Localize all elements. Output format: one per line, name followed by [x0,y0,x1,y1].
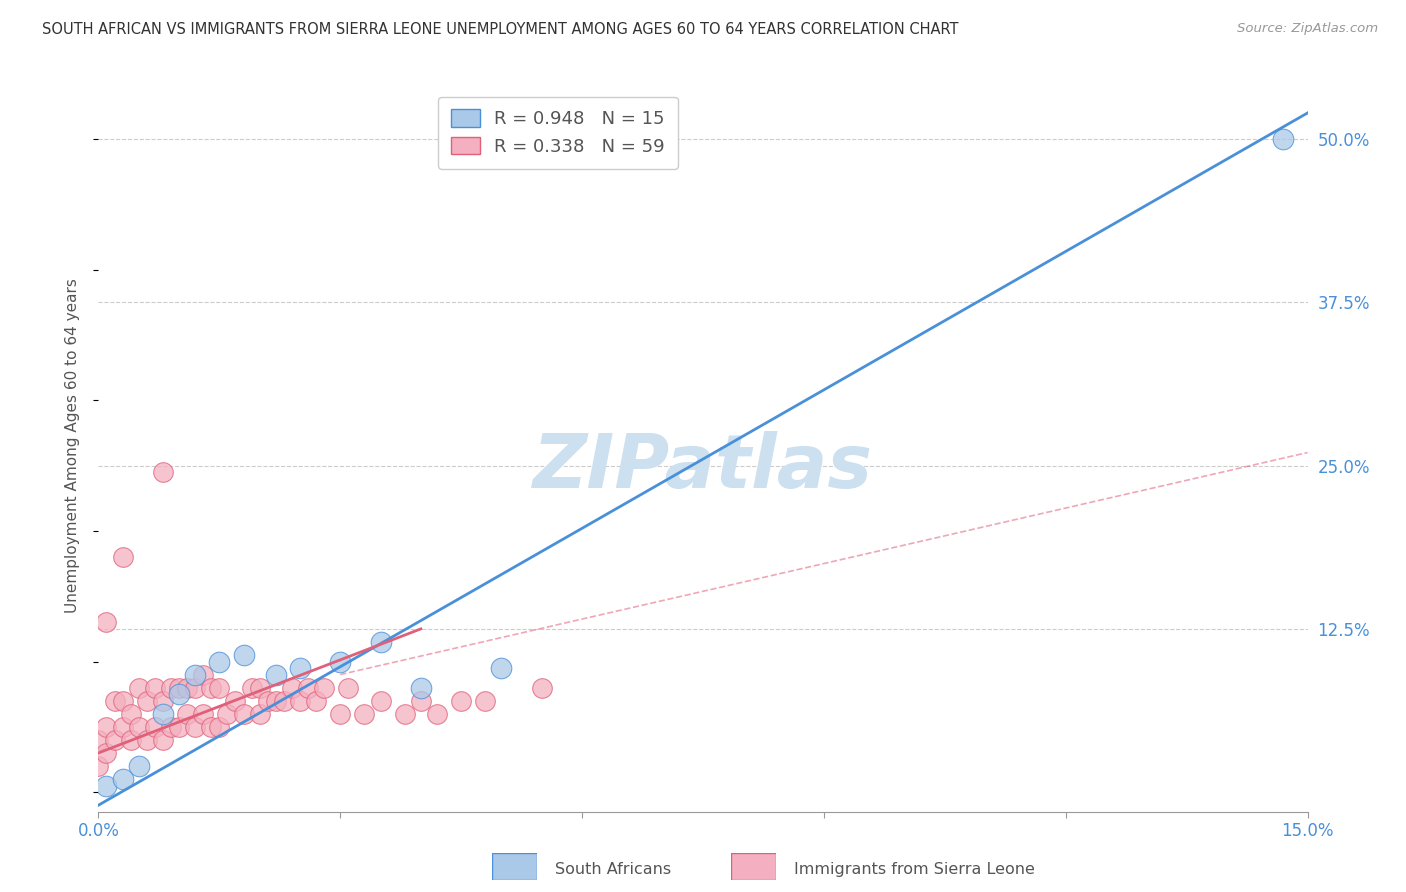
Point [184,720,207,734]
Point [200,720,222,734]
Point [128,720,150,734]
Point [184,667,207,681]
Point [240,681,263,695]
Point [167,681,190,695]
Text: Source: ZipAtlas.com: Source: ZipAtlas.com [1237,22,1378,36]
Point [264,667,287,681]
Point [353,706,375,721]
Point [409,681,432,695]
Point [208,681,231,695]
Point [249,706,271,721]
Point [491,661,513,675]
Point [152,465,174,479]
Point [143,681,166,695]
Point [281,681,304,695]
Point [152,732,174,747]
Point [297,681,319,695]
Point [184,681,207,695]
Point [128,759,150,773]
Point [103,732,125,747]
Point [370,635,392,649]
Point [208,655,231,669]
Point [120,732,142,747]
Point [176,706,198,721]
Point [111,694,134,708]
Legend: R = 0.948   N = 15, R = 0.338   N = 59: R = 0.948 N = 15, R = 0.338 N = 59 [439,96,678,169]
Point [264,694,287,708]
Point [96,615,118,630]
Text: South Africans: South Africans [555,863,672,877]
Point [288,694,311,708]
Point [1272,132,1295,146]
Point [96,720,118,734]
Point [87,732,110,747]
Y-axis label: Unemployment Among Ages 60 to 64 years: Unemployment Among Ages 60 to 64 years [65,278,80,614]
Point [426,706,449,721]
Point [111,549,134,564]
Point [128,681,150,695]
Point [152,706,174,721]
Point [96,779,118,793]
Point [160,681,183,695]
Point [305,694,328,708]
Point [120,706,142,721]
Point [167,687,190,701]
Text: SOUTH AFRICAN VS IMMIGRANTS FROM SIERRA LEONE UNEMPLOYMENT AMONG AGES 60 TO 64 Y: SOUTH AFRICAN VS IMMIGRANTS FROM SIERRA … [42,22,959,37]
Point [193,667,215,681]
Point [329,655,352,669]
Point [288,661,311,675]
Text: Immigrants from Sierra Leone: Immigrants from Sierra Leone [794,863,1035,877]
Point [329,706,352,721]
Point [111,720,134,734]
Point [208,720,231,734]
Point [450,694,472,708]
Point [232,706,254,721]
Point [87,759,110,773]
Point [256,694,278,708]
Point [224,694,246,708]
Point [200,681,222,695]
Point [193,706,215,721]
Point [337,681,360,695]
Point [143,720,166,734]
Point [273,694,295,708]
Point [217,706,239,721]
Point [314,681,336,695]
Point [370,694,392,708]
Point [96,746,118,760]
Point [111,772,134,786]
Point [409,694,432,708]
Point [232,648,254,662]
Text: ZIPatlas: ZIPatlas [533,432,873,505]
Point [176,681,198,695]
Point [474,694,496,708]
Point [135,694,157,708]
Point [160,720,183,734]
Point [135,732,157,747]
Point [103,694,125,708]
Point [394,706,416,721]
Point [152,694,174,708]
Point [249,681,271,695]
Point [167,720,190,734]
Point [530,681,553,695]
